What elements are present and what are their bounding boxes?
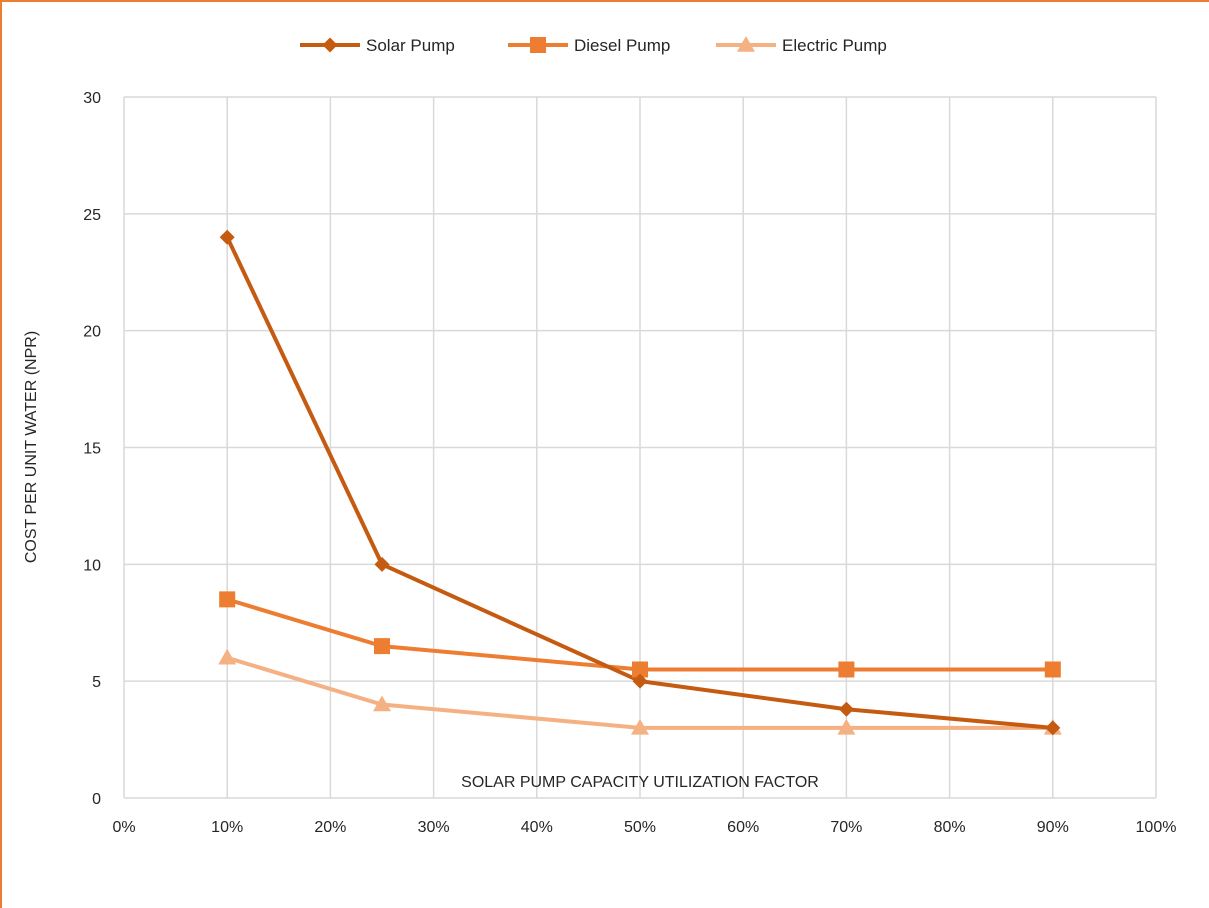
diesel-pump-point	[1044, 661, 1061, 678]
legend-item-electric-pump: Electric Pump	[716, 36, 887, 55]
x-tick-label: 30%	[418, 819, 450, 836]
solar-pump-point	[632, 673, 648, 689]
y-tick-label: 20	[83, 324, 101, 341]
electric-pump-point	[631, 718, 649, 735]
x-tick-label: 20%	[314, 819, 346, 836]
diesel-pump-point	[374, 638, 390, 655]
legend-item-solar-pump: Solar Pump	[300, 36, 455, 55]
x-tick-labels: 0% 10% 20% 30% 40% 50% 60% 70% 80% 90% 100%	[112, 819, 1176, 836]
x-tick-label: 70%	[830, 819, 862, 836]
y-tick-label: 5	[92, 674, 101, 691]
x-tick-label: 50%	[624, 819, 656, 836]
x-tick-label: 100%	[1136, 819, 1177, 836]
x-tick-label: 90%	[1037, 819, 1069, 836]
legend: Solar Pump Diesel Pump Electric Pump	[300, 36, 887, 55]
diesel-pump-point	[219, 591, 236, 608]
legend-marker	[322, 37, 338, 53]
y-tick-label: 10	[83, 557, 101, 574]
electric-pump-point	[373, 695, 391, 712]
electric-pump-point	[218, 648, 237, 665]
legend-marker	[737, 36, 755, 52]
legend-label: Solar Pump	[366, 36, 455, 55]
electric-pump-point	[837, 718, 856, 735]
y-tick-label: 30	[83, 90, 101, 107]
solar-pump-point	[838, 701, 854, 717]
y-tick-label: 0	[92, 791, 101, 808]
x-tick-label: 40%	[521, 819, 553, 836]
x-tick-label: 80%	[934, 819, 966, 836]
solar-pump-point	[1045, 720, 1061, 736]
x-tick-label: 0%	[112, 819, 135, 836]
y-tick-label: 15	[83, 441, 101, 458]
solar-pump-point	[374, 556, 390, 572]
legend-item-diesel-pump: Diesel Pump	[508, 36, 670, 55]
x-tick-label: 60%	[727, 819, 759, 836]
y-axis-title: COST PER UNIT WATER (NPR)	[23, 331, 40, 563]
diesel-pump-point	[838, 661, 855, 678]
y-tick-labels: 0 5 10 15 20 25 30	[83, 90, 101, 808]
x-axis-title: SOLAR PUMP CAPACITY UTILIZATION FACTOR	[461, 774, 819, 791]
y-tick-label: 25	[83, 207, 101, 224]
diesel-pump-point	[632, 661, 648, 678]
legend-marker	[530, 37, 546, 53]
series-markers	[218, 229, 1062, 736]
x-tick-label: 10%	[211, 819, 243, 836]
solar-pump-point	[219, 229, 235, 245]
gridlines	[123, 96, 1157, 799]
legend-label: Electric Pump	[782, 36, 887, 55]
legend-label: Diesel Pump	[574, 36, 670, 55]
